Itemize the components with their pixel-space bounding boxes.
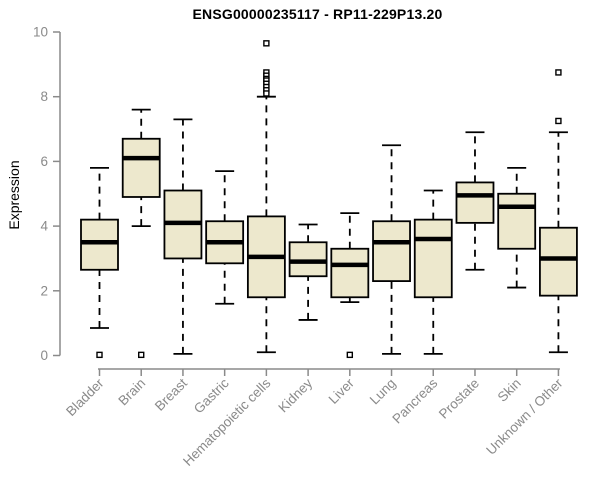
chart-title: ENSG00000235117 - RP11-229P13.20 xyxy=(192,6,443,22)
outlier-point xyxy=(555,69,562,76)
x-tick-label-brain: Brain xyxy=(115,376,148,409)
x-tick-label-kidney: Kidney xyxy=(275,375,315,415)
iqr-box xyxy=(539,226,578,297)
box-lung xyxy=(372,144,411,355)
iqr-box xyxy=(330,247,370,299)
outlier-point xyxy=(96,351,103,359)
outlier-point xyxy=(346,351,354,359)
x-tick-label-gastric: Gastric xyxy=(191,375,232,416)
box-liver xyxy=(330,212,370,359)
outlier-point xyxy=(138,351,145,359)
y-tick-label: 8 xyxy=(40,89,48,104)
box-kidney xyxy=(288,223,328,321)
x-tick-label-unknown-other: Unknown / Other xyxy=(483,375,566,458)
y-tick-label: 2 xyxy=(40,283,48,298)
x-tick-label-lung: Lung xyxy=(367,376,399,408)
box-unknown-other xyxy=(539,69,578,354)
iqr-box xyxy=(372,220,411,282)
iqr-box xyxy=(413,218,453,299)
box-bladder xyxy=(80,166,119,359)
x-tick-label-breast: Breast xyxy=(152,375,190,413)
box-brain xyxy=(121,108,161,359)
box-prostate xyxy=(455,131,495,271)
outlier-point xyxy=(555,117,562,125)
iqr-box xyxy=(288,241,328,278)
box-hematopoietic-cells xyxy=(246,40,286,354)
outlier-point xyxy=(263,90,270,97)
box-gastric xyxy=(205,170,245,305)
y-tick-label: 0 xyxy=(40,348,48,363)
y-axis: 0 2 4 6 8 10 xyxy=(33,25,61,363)
box-pancreas xyxy=(413,189,453,355)
x-tick-label-pancreas: Pancreas xyxy=(389,375,440,426)
iqr-box xyxy=(121,137,161,198)
x-tick-label-bladder: Bladder xyxy=(63,375,107,419)
y-tick-label: 6 xyxy=(40,154,48,169)
x-tick-label-skin: Skin xyxy=(495,376,524,405)
y-tick-label: 10 xyxy=(33,25,48,40)
iqr-box xyxy=(455,181,495,224)
iqr-box xyxy=(80,218,119,271)
x-tick-label-liver: Liver xyxy=(326,375,358,407)
y-tick-label: 4 xyxy=(40,219,48,234)
iqr-box xyxy=(497,192,537,250)
outlier-point xyxy=(263,40,270,47)
box-breast xyxy=(163,118,203,355)
box-skin xyxy=(497,166,537,289)
x-tick-label-prostate: Prostate xyxy=(436,376,482,422)
